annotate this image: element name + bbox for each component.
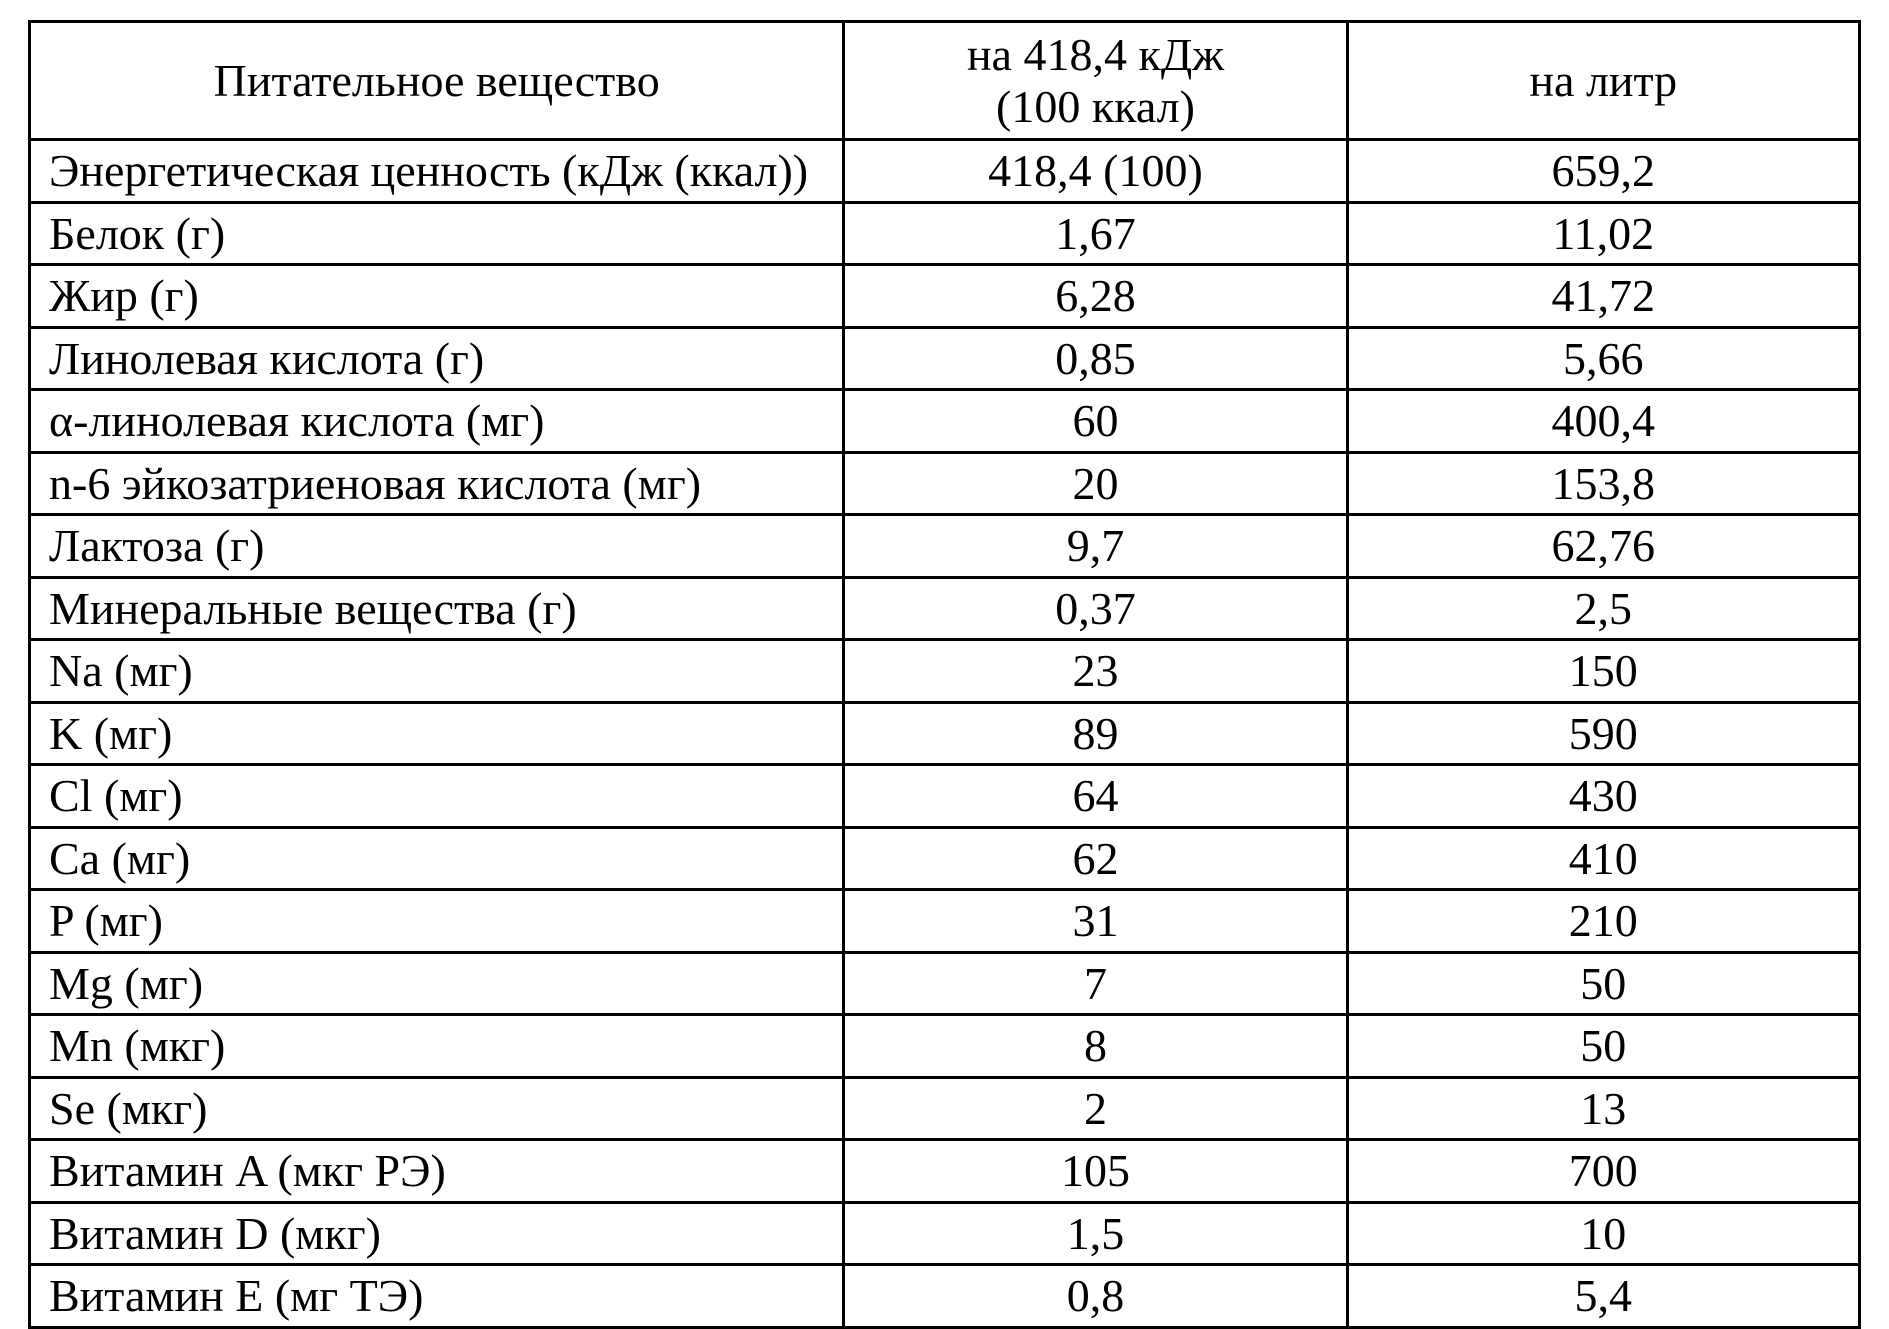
table-row: P (мг) 31 210 (30, 890, 1860, 953)
cell-per-100kcal: 2 (844, 1077, 1347, 1140)
cell-per-liter: 410 (1347, 827, 1859, 890)
cell-nutrient: Витамин A (мкг РЭ) (30, 1140, 844, 1203)
cell-nutrient: Mg (мг) (30, 952, 844, 1015)
cell-per-100kcal: 89 (844, 702, 1347, 765)
cell-per-liter: 700 (1347, 1140, 1859, 1203)
cell-nutrient: Витамин E (мг ТЭ) (30, 1265, 844, 1328)
cell-per-100kcal: 6,28 (844, 265, 1347, 328)
cell-per-liter: 659,2 (1347, 140, 1859, 203)
cell-per-100kcal: 8 (844, 1015, 1347, 1078)
cell-per-liter: 430 (1347, 765, 1859, 828)
cell-nutrient: Лактоза (г) (30, 515, 844, 578)
cell-nutrient: Линолевая кислота (г) (30, 327, 844, 390)
cell-nutrient: P (мг) (30, 890, 844, 953)
cell-per-100kcal: 31 (844, 890, 1347, 953)
cell-per-liter: 400,4 (1347, 390, 1859, 453)
cell-per-liter: 210 (1347, 890, 1859, 953)
col-header-per-100kcal: на 418,4 кДж(100 ккал) (844, 22, 1347, 140)
cell-nutrient: Se (мкг) (30, 1077, 844, 1140)
col-header-per-liter: на литр (1347, 22, 1859, 140)
table-row: Жир (г) 6,28 41,72 (30, 265, 1860, 328)
cell-nutrient: α-линолевая кислота (мг) (30, 390, 844, 453)
cell-per-100kcal: 418,4 (100) (844, 140, 1347, 203)
cell-per-liter: 50 (1347, 952, 1859, 1015)
cell-per-liter: 11,02 (1347, 202, 1859, 265)
col-header-nutrient: Питательное вещество (30, 22, 844, 140)
cell-per-100kcal: 1,67 (844, 202, 1347, 265)
cell-per-100kcal: 62 (844, 827, 1347, 890)
table-row: Cl (мг) 64 430 (30, 765, 1860, 828)
table-row: Лактоза (г) 9,7 62,76 (30, 515, 1860, 578)
table-row: Белок (г) 1,67 11,02 (30, 202, 1860, 265)
cell-per-100kcal: 20 (844, 452, 1347, 515)
table-row: Витамин E (мг ТЭ) 0,8 5,4 (30, 1265, 1860, 1328)
nutrition-table: Питательное вещество на 418,4 кДж(100 кк… (28, 20, 1861, 1329)
table-row: Ca (мг) 62 410 (30, 827, 1860, 890)
cell-nutrient: Ca (мг) (30, 827, 844, 890)
cell-per-100kcal: 0,85 (844, 327, 1347, 390)
cell-per-100kcal: 0,37 (844, 577, 1347, 640)
cell-nutrient: Mn (мкг) (30, 1015, 844, 1078)
cell-per-liter: 2,5 (1347, 577, 1859, 640)
cell-nutrient: Минеральные вещества (г) (30, 577, 844, 640)
cell-per-100kcal: 0,8 (844, 1265, 1347, 1328)
cell-nutrient: Энергетическая ценность (кДж (ккал)) (30, 140, 844, 203)
cell-nutrient: K (мг) (30, 702, 844, 765)
cell-per-100kcal: 1,5 (844, 1202, 1347, 1265)
cell-per-100kcal: 105 (844, 1140, 1347, 1203)
cell-per-liter: 5,4 (1347, 1265, 1859, 1328)
table-row: Энергетическая ценность (кДж (ккал)) 418… (30, 140, 1860, 203)
table-row: Витамин D (мкг) 1,5 10 (30, 1202, 1860, 1265)
cell-per-100kcal: 23 (844, 640, 1347, 703)
cell-nutrient: n-6 эйкозатриеновая кислота (мг) (30, 452, 844, 515)
cell-per-liter: 13 (1347, 1077, 1859, 1140)
table-row: Линолевая кислота (г) 0,85 5,66 (30, 327, 1860, 390)
cell-nutrient: Жир (г) (30, 265, 844, 328)
cell-per-liter: 5,66 (1347, 327, 1859, 390)
cell-per-liter: 62,76 (1347, 515, 1859, 578)
table-row: K (мг) 89 590 (30, 702, 1860, 765)
table-row: n-6 эйкозатриеновая кислота (мг) 20 153,… (30, 452, 1860, 515)
table-row: Витамин A (мкг РЭ) 105 700 (30, 1140, 1860, 1203)
table-row: α-линолевая кислота (мг) 60 400,4 (30, 390, 1860, 453)
cell-per-100kcal: 7 (844, 952, 1347, 1015)
table-row: Na (мг) 23 150 (30, 640, 1860, 703)
cell-nutrient: Белок (г) (30, 202, 844, 265)
table-row: Минеральные вещества (г) 0,37 2,5 (30, 577, 1860, 640)
table-row: Mn (мкг) 8 50 (30, 1015, 1860, 1078)
cell-nutrient: Cl (мг) (30, 765, 844, 828)
table-header-row: Питательное вещество на 418,4 кДж(100 кк… (30, 22, 1860, 140)
table-row: Se (мкг) 2 13 (30, 1077, 1860, 1140)
cell-per-liter: 10 (1347, 1202, 1859, 1265)
cell-nutrient: Na (мг) (30, 640, 844, 703)
cell-per-100kcal: 9,7 (844, 515, 1347, 578)
cell-per-100kcal: 64 (844, 765, 1347, 828)
cell-per-liter: 150 (1347, 640, 1859, 703)
cell-per-liter: 590 (1347, 702, 1859, 765)
cell-per-100kcal: 60 (844, 390, 1347, 453)
cell-nutrient: Витамин D (мкг) (30, 1202, 844, 1265)
cell-per-liter: 153,8 (1347, 452, 1859, 515)
cell-per-liter: 50 (1347, 1015, 1859, 1078)
table-row: Mg (мг) 7 50 (30, 952, 1860, 1015)
cell-per-liter: 41,72 (1347, 265, 1859, 328)
